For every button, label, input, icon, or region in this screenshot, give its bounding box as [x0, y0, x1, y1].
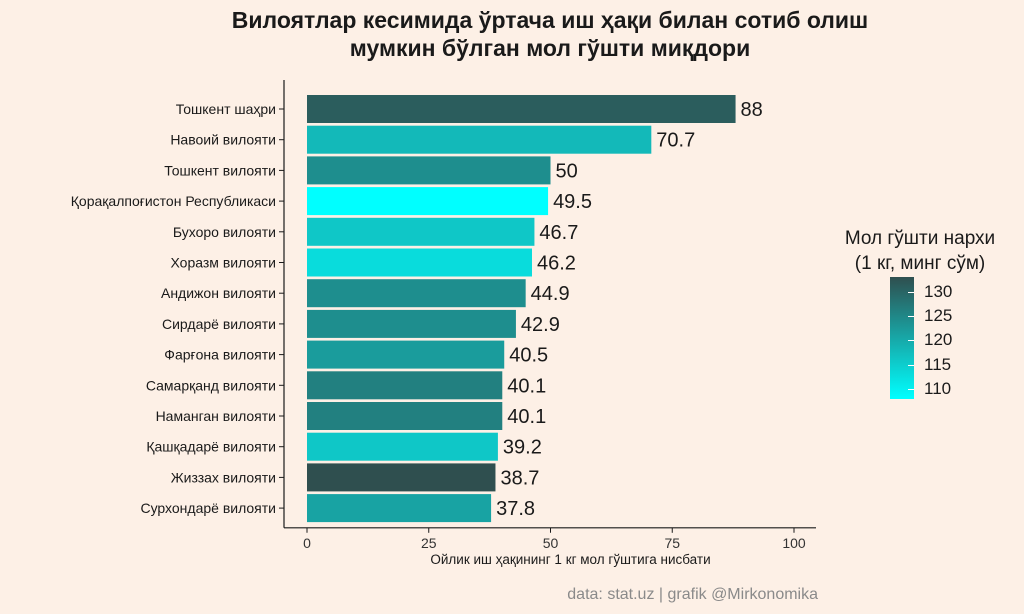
- bar: [307, 432, 498, 461]
- data-label: 46.7: [539, 222, 578, 244]
- data-label: 49.5: [553, 191, 592, 213]
- y-tick-label: Хоразм вилояти: [171, 255, 277, 271]
- bar: [307, 125, 652, 154]
- legend-tick-label: 120: [924, 330, 953, 350]
- data-label: 44.9: [531, 283, 570, 305]
- legend-tick-mark: [908, 291, 914, 293]
- bar: [307, 279, 526, 308]
- chart-title-line1: Вилоятлар кесимида ўртача иш ҳақи билан …: [231, 7, 869, 33]
- data-label: 40.1: [507, 406, 546, 428]
- data-label: 39.2: [503, 437, 542, 459]
- data-label: 70.7: [656, 130, 695, 152]
- y-tick-label: Самарқанд вилояти: [146, 377, 276, 393]
- data-label: 38.7: [500, 467, 539, 489]
- bar: [307, 309, 516, 338]
- y-tick-label: Навоий вилояти: [170, 132, 276, 148]
- data-label: 50: [556, 160, 578, 182]
- y-tick-label: Қорақалпоғистон Республикаси: [71, 193, 276, 209]
- bar: [307, 187, 549, 216]
- bar: [307, 494, 492, 523]
- source-caption: data: stat.uz | grafik @Mirkonomika: [567, 586, 818, 603]
- y-tick-label: Бухоро вилояти: [173, 224, 276, 240]
- legend-tick-label: 125: [924, 306, 953, 326]
- legend-title: Мол гўшти нархи (1 кг, минг сўм): [830, 226, 1010, 276]
- legend-tick-label: 110: [924, 379, 952, 399]
- data-label: 42.9: [521, 314, 560, 336]
- bar: [307, 402, 503, 430]
- data-label: 88: [741, 99, 763, 121]
- y-tick-label: Қашқадарё вилояти: [146, 439, 276, 455]
- legend-tick-label: 115: [924, 354, 952, 374]
- x-axis-label: Ойлик иш ҳақининг 1 кг мол гўштига нисба…: [430, 552, 710, 567]
- x-tick-label: 75: [664, 535, 680, 551]
- bar: [307, 340, 505, 369]
- chart-title: Вилоятлар кесимида ўртача иш ҳақи билан …: [160, 6, 940, 62]
- bar: [307, 217, 535, 246]
- data-label: 37.8: [496, 498, 535, 520]
- chart-title-line2: мумкин бўлган мол гўшти миқдори: [349, 35, 751, 61]
- y-tick-label: Наманган вилояти: [156, 408, 276, 424]
- y-tick-label: Тошкент вилояти: [164, 162, 276, 178]
- x-tick-label: 100: [782, 535, 806, 551]
- legend-color-bar: [890, 277, 914, 399]
- bar: [307, 95, 736, 123]
- legend-tick-label: 130: [924, 281, 953, 301]
- y-tick-label: Жиззах вилояти: [171, 469, 276, 485]
- y-tick-label: Фарғона вилояти: [164, 347, 276, 363]
- bar: [307, 463, 496, 492]
- x-tick-label: 0: [303, 535, 311, 551]
- bar: [307, 371, 503, 400]
- y-tick-label: Андижон вилояти: [161, 285, 276, 301]
- data-label: 40.5: [509, 345, 548, 367]
- x-tick-label: 50: [543, 535, 559, 551]
- bar: [307, 156, 551, 185]
- y-tick-label: Тошкент шаҳри: [176, 101, 276, 117]
- legend-tick-mark: [908, 389, 914, 391]
- legend-title-line1: Мол гўшти нархи: [844, 228, 996, 249]
- data-label: 46.2: [537, 253, 576, 275]
- x-tick-label: 25: [421, 535, 437, 551]
- y-tick-label: Сурхондарё вилояти: [140, 500, 276, 516]
- bar: [307, 248, 532, 277]
- y-tick-label: Сирдарё вилояти: [162, 316, 276, 332]
- legend-tick-mark: [908, 316, 914, 318]
- legend-tick-mark: [908, 364, 914, 366]
- legend-tick-mark: [908, 340, 914, 342]
- data-label: 40.1: [507, 375, 546, 397]
- legend-title-line2: (1 кг, минг сўм): [854, 253, 986, 274]
